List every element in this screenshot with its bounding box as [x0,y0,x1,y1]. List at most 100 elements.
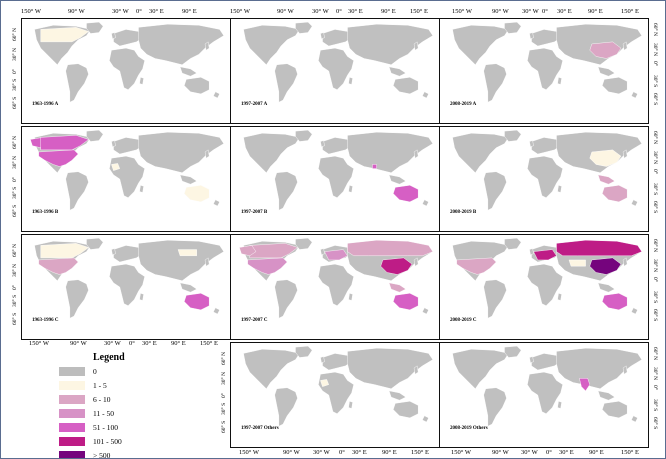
lon-label: 150° W [239,449,259,456]
land-south_america [65,63,89,103]
lon-label: 150° W [451,449,471,456]
land-japan [204,41,210,51]
land-madagascar [139,292,144,301]
highlight-canada [40,243,90,259]
highlight-se_asia [597,174,616,185]
highlight-australia [602,185,628,203]
highlight-usa [38,257,79,275]
land-australia [184,77,210,95]
panel-label: 1963-1996 C [32,318,59,323]
lat-label: 60° N [12,27,18,41]
lat-label: 30° S [652,75,658,88]
land-south_america [274,387,298,427]
land-uk [111,32,116,40]
lon-label: 150° E [411,449,429,456]
land-south_america [65,171,89,211]
land-europe [113,29,143,47]
land-nz [631,91,638,99]
lon-label: 150° E [200,340,218,347]
land-uk [529,140,534,148]
lat-label: 0° [652,385,658,390]
land-north_america [452,133,509,174]
lon-label: 30° W [104,340,121,347]
land-nz [422,415,429,423]
land-asia [347,347,434,389]
land-greenland [295,237,313,250]
lon-label: 30° W [313,449,330,456]
highlight-usa [38,149,79,167]
world-map [34,237,225,319]
lat-label: 60° S [652,93,658,106]
highlight-canada [40,27,90,43]
lat-label: 60° S [221,420,227,433]
land-africa [109,263,145,306]
lat-label: 30° S [12,186,18,199]
highlight-australia [184,293,210,311]
land-japan [204,257,210,267]
highlight-china [589,257,622,275]
land-asia [138,239,225,281]
legend-label: > 500 [93,451,111,459]
lon-label: 90° W [492,449,509,456]
land-europe [113,245,143,263]
lat-label: 30° S [652,399,658,412]
legend-label: 0 [93,367,97,376]
lat-label: 0° [12,285,18,290]
land-north_america [243,25,300,66]
lat-label: 60° N [652,131,658,145]
land-madagascar [557,184,562,193]
legend-title: Legend [93,352,125,363]
land-nz [631,199,638,207]
legend: Legend 0 1 - 5 6 - 10 11 - 50 51 - 100 1… [19,346,209,458]
lon-label: 30° W [521,449,538,456]
land-se_asia [179,282,198,293]
highlight-se_asia [388,282,407,293]
lon-label: 150° W [230,8,250,15]
highlight-australia [602,293,628,311]
lon-label: 150° E [621,449,639,456]
lat-label: 60° N [652,347,658,361]
legend-swatch [59,367,85,376]
highlight-usa [247,257,288,275]
land-japan [622,257,628,267]
highlight-canada [249,243,299,259]
lon-label: 90° E [589,449,604,456]
legend-swatch [59,451,85,458]
highlight-east_india [372,164,377,169]
map-panel-2008-2019-b: 2008-2019 B [439,126,649,232]
lat-label: 0° [652,277,658,282]
lon-label: 30° W [522,8,539,15]
legend-swatch [59,409,85,418]
land-africa [318,47,354,90]
land-japan [413,149,419,159]
highlight-usa [456,257,497,275]
panel-label: 1963-1996 B [32,210,59,215]
land-europe [322,29,352,47]
land-asia [138,23,225,65]
lat-label: 30° S [12,294,18,307]
lon-label: 30° W [112,8,129,15]
lat-label: 30° S [12,78,18,91]
lat-label: 30° S [652,183,658,196]
land-madagascar [348,184,353,193]
lon-label: 90° E [382,449,397,456]
land-greenland [295,21,313,34]
lat-label: 60° N [221,351,227,365]
land-asia [347,23,434,65]
land-greenland [86,129,104,142]
highlight-russia [347,239,434,257]
land-japan [622,365,628,375]
lon-label: 150° W [452,8,472,15]
panel-label: 1997-2007 Others [241,426,279,431]
land-se_asia [597,66,616,77]
lat-label: 30° N [12,155,18,169]
land-europe [531,353,561,371]
land-north_america [243,349,300,390]
land-africa [527,263,563,306]
panel-label: 1997-2007 C [241,318,268,323]
land-madagascar [139,76,144,85]
legend-label: 11 - 50 [93,409,114,418]
panel-label: 1997-2007 B [241,210,268,215]
land-se_asia [388,66,407,77]
land-japan [413,365,419,375]
